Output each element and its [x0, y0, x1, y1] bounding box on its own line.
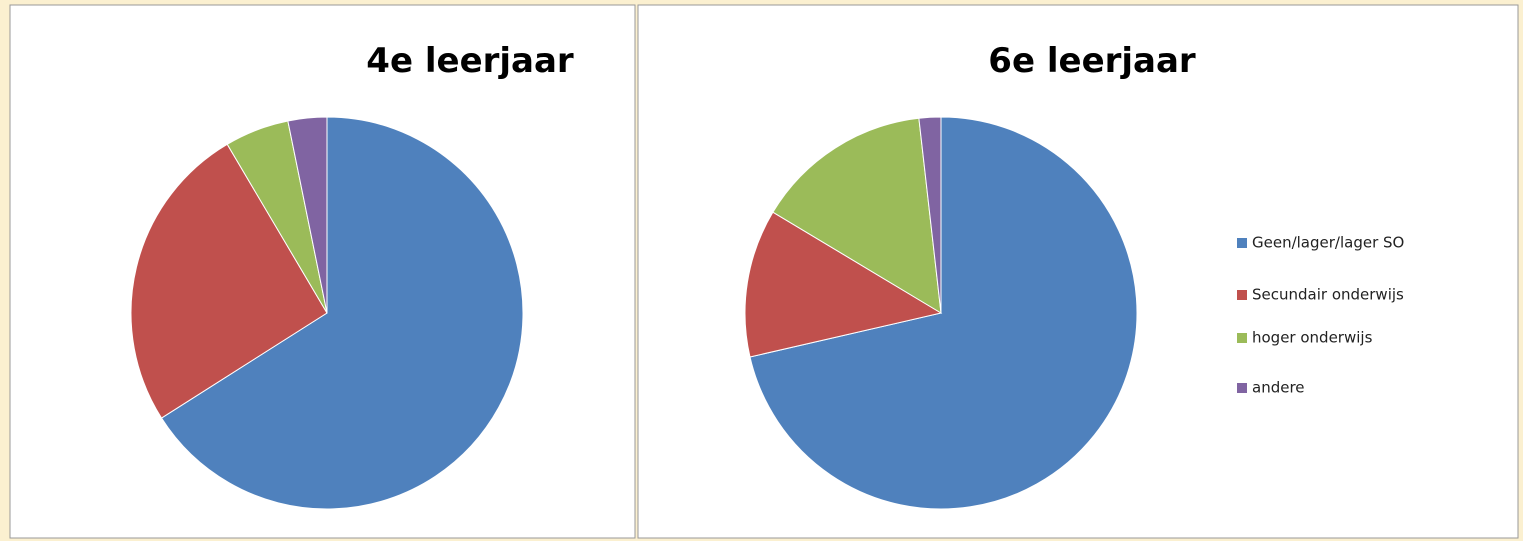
pie-slice: [772, 117, 942, 314]
legend-swatch: [1237, 333, 1247, 343]
legend-label: Geen/lager/lager SO: [1252, 234, 1404, 252]
pie-slice: [744, 211, 943, 358]
chart-title: 4e leerjaar: [366, 41, 574, 81]
chart-title: 6e leerjaar: [988, 41, 1196, 81]
legend-swatch: [1237, 290, 1247, 300]
pie-slice: [749, 116, 1138, 510]
legend-label: hoger onderwijs: [1252, 329, 1373, 347]
pie-slice: [287, 116, 328, 314]
pie-slice: [918, 116, 942, 314]
pie-slice: [130, 143, 328, 419]
legend-label: Secundair onderwijs: [1252, 286, 1404, 304]
legend-swatch: [1237, 238, 1247, 248]
legend-swatch: [1237, 383, 1247, 393]
legend-label: andere: [1252, 379, 1305, 397]
pie-slice: [160, 116, 524, 510]
